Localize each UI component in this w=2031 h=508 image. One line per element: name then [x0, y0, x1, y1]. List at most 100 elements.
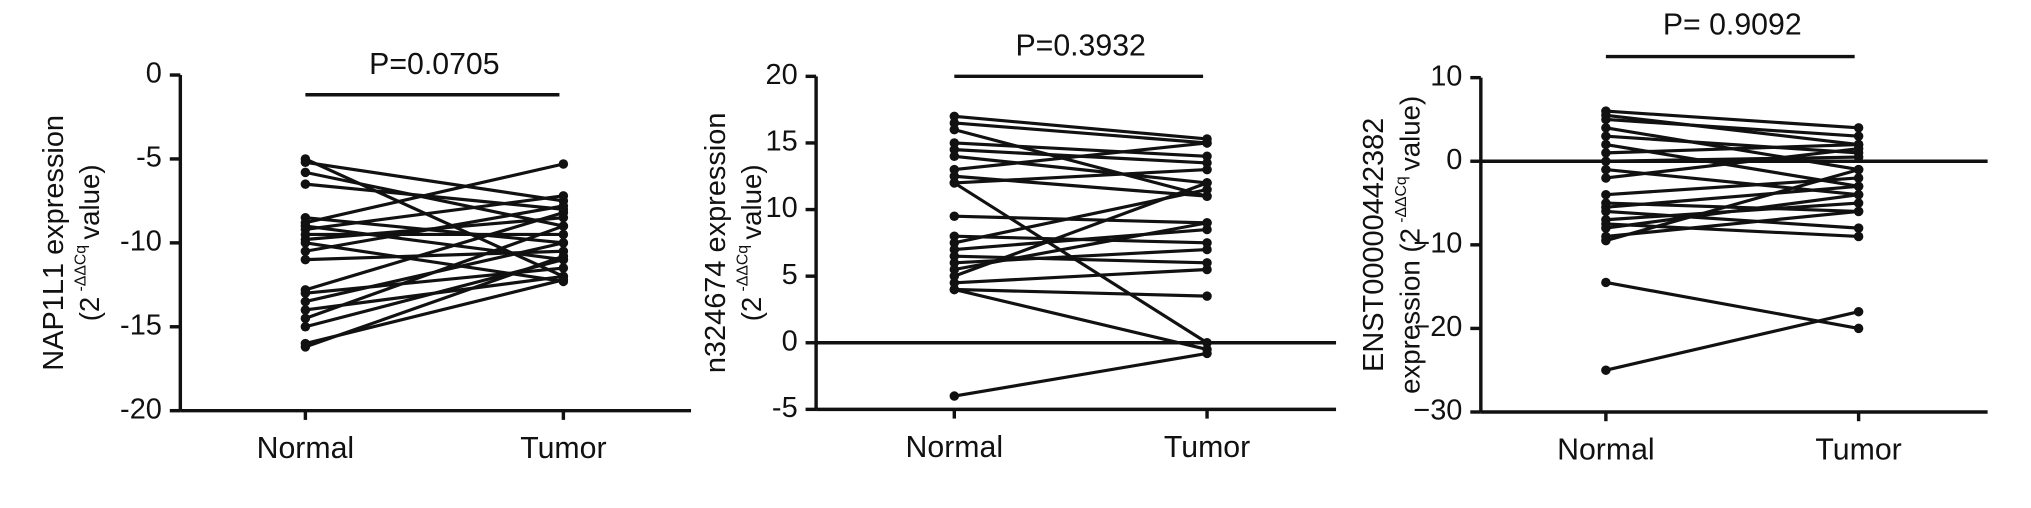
pair-point	[1202, 138, 1212, 148]
pair-point	[1601, 156, 1611, 166]
y-axis-label-tail: value)	[737, 164, 768, 239]
pair-point	[949, 264, 960, 275]
pair-point	[1853, 181, 1864, 192]
pair-line	[954, 254, 1208, 265]
y-axis-label: NAP1L1 expression	[38, 115, 70, 371]
y-axis-label-2: (2 -ΔΔCq value)	[73, 164, 106, 321]
y-tick-label: 0	[782, 325, 798, 357]
pair-point	[1853, 323, 1864, 334]
pair-line	[954, 351, 1208, 398]
pair-line	[954, 141, 1208, 172]
y-tick-label: -15	[120, 309, 162, 341]
pair-point	[949, 244, 960, 255]
y-axis-label-base: (2	[74, 297, 105, 322]
x-tick-label: Normal	[906, 431, 1004, 464]
pair-point	[300, 342, 311, 352]
pair-point	[1202, 158, 1212, 168]
pair-line	[304, 224, 564, 320]
x-tick-label: Tumor	[1164, 431, 1250, 464]
pair-point	[1202, 338, 1212, 348]
pair-line	[954, 114, 1208, 141]
pair-line	[1605, 168, 1860, 243]
pair-point	[1202, 291, 1212, 301]
pair-line	[953, 181, 1208, 345]
pair-point	[949, 171, 960, 181]
x-tick-label: Normal	[1557, 433, 1655, 466]
pair-line	[1605, 184, 1859, 209]
y-axis-label-exponent: -ΔΔCq	[1393, 176, 1410, 223]
pair-line	[305, 216, 564, 245]
y-axis-label-2: expression (2 -ΔΔCq value)	[1393, 96, 1426, 394]
pair-line	[953, 128, 1208, 198]
pair-point	[1601, 189, 1611, 200]
pair-point	[558, 251, 569, 262]
pair-point	[558, 191, 569, 201]
pair-point	[300, 179, 311, 189]
pair-point	[1202, 224, 1212, 235]
pair-point	[1853, 164, 1864, 175]
pair-point	[1202, 348, 1212, 359]
y-tick-label: 10	[1430, 60, 1462, 92]
pair-point	[1853, 189, 1864, 200]
pair-point	[949, 278, 960, 288]
y-tick-label: 0	[1446, 144, 1462, 176]
pair-line	[954, 168, 1208, 185]
pair-line	[305, 194, 564, 231]
pair-line	[1605, 147, 1859, 180]
pair-line	[954, 214, 1208, 225]
pair-point	[949, 231, 960, 241]
pair-point	[1202, 191, 1212, 201]
pair-line	[304, 211, 564, 292]
pair-point	[558, 263, 569, 273]
pair-point	[1853, 306, 1864, 317]
y-axis-label-exponent: -ΔΔCq	[73, 245, 90, 292]
pair-point	[300, 254, 311, 265]
pair-point	[949, 211, 960, 221]
pair-line	[1605, 310, 1859, 372]
pair-line	[1605, 209, 1859, 230]
y-tick-label: −30	[1413, 395, 1462, 427]
panel: 20 15 10 5 0 -5 Normal Tumor P=0.3932 n324674 exp…	[700, 29, 1337, 464]
pair-line	[1605, 209, 1859, 239]
panel: 0 -5 -10 -15 -20 Normal Tumor P=0.0705 NAP1L1 ex…	[38, 48, 692, 465]
pair-point	[1601, 164, 1611, 175]
pair-point	[1601, 139, 1611, 150]
pair-point	[949, 391, 960, 401]
pair-line	[1605, 155, 1859, 163]
pair-line	[304, 157, 565, 278]
pair-point	[949, 164, 960, 175]
pair-point	[1601, 123, 1611, 133]
x-tick-label: Tumor	[520, 432, 606, 465]
pair-line	[305, 160, 564, 203]
pair-point	[949, 271, 960, 281]
y-axis-label-base: expression (2	[1395, 228, 1426, 394]
y-tick-label: -5	[772, 392, 798, 424]
pair-point	[949, 151, 960, 162]
pair-point	[300, 167, 311, 178]
pair-line	[1605, 134, 1859, 155]
pair-point	[300, 313, 311, 324]
y-tick-label: −10	[1413, 227, 1462, 259]
pair-point	[1853, 143, 1864, 154]
pair-point	[558, 207, 569, 218]
pair-line	[954, 287, 1208, 298]
y-axis-label-tail: value)	[74, 164, 105, 239]
y-tick-label: 5	[782, 259, 798, 291]
pair-line	[954, 141, 1208, 158]
pair-point	[949, 178, 960, 188]
pair-point	[1601, 206, 1611, 217]
pair-point	[1601, 173, 1611, 183]
pair-line	[954, 227, 1208, 252]
y-axis-label: ENST00000442382	[1358, 118, 1390, 372]
pair-point	[1853, 198, 1864, 208]
pair-point	[949, 284, 960, 295]
p-value: P= 0.9092	[1663, 8, 1802, 41]
pair-point	[1202, 218, 1212, 228]
pair-point	[300, 157, 311, 168]
pair-point	[949, 124, 960, 135]
pair-point	[558, 159, 569, 169]
pair-line	[954, 121, 1208, 145]
pair-point	[1853, 123, 1864, 133]
pair-line	[954, 267, 1208, 285]
